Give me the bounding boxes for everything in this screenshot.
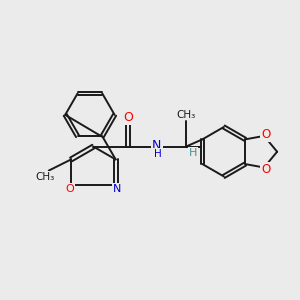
Text: CH₃: CH₃ xyxy=(176,110,196,120)
Text: O: O xyxy=(261,128,270,141)
Text: CH₃: CH₃ xyxy=(36,172,55,182)
Text: H: H xyxy=(154,149,161,159)
Text: O: O xyxy=(65,184,74,194)
Text: O: O xyxy=(261,163,270,176)
Text: O: O xyxy=(123,111,133,124)
Text: H: H xyxy=(189,148,197,158)
Text: N: N xyxy=(152,140,162,152)
Text: N: N xyxy=(113,184,122,194)
